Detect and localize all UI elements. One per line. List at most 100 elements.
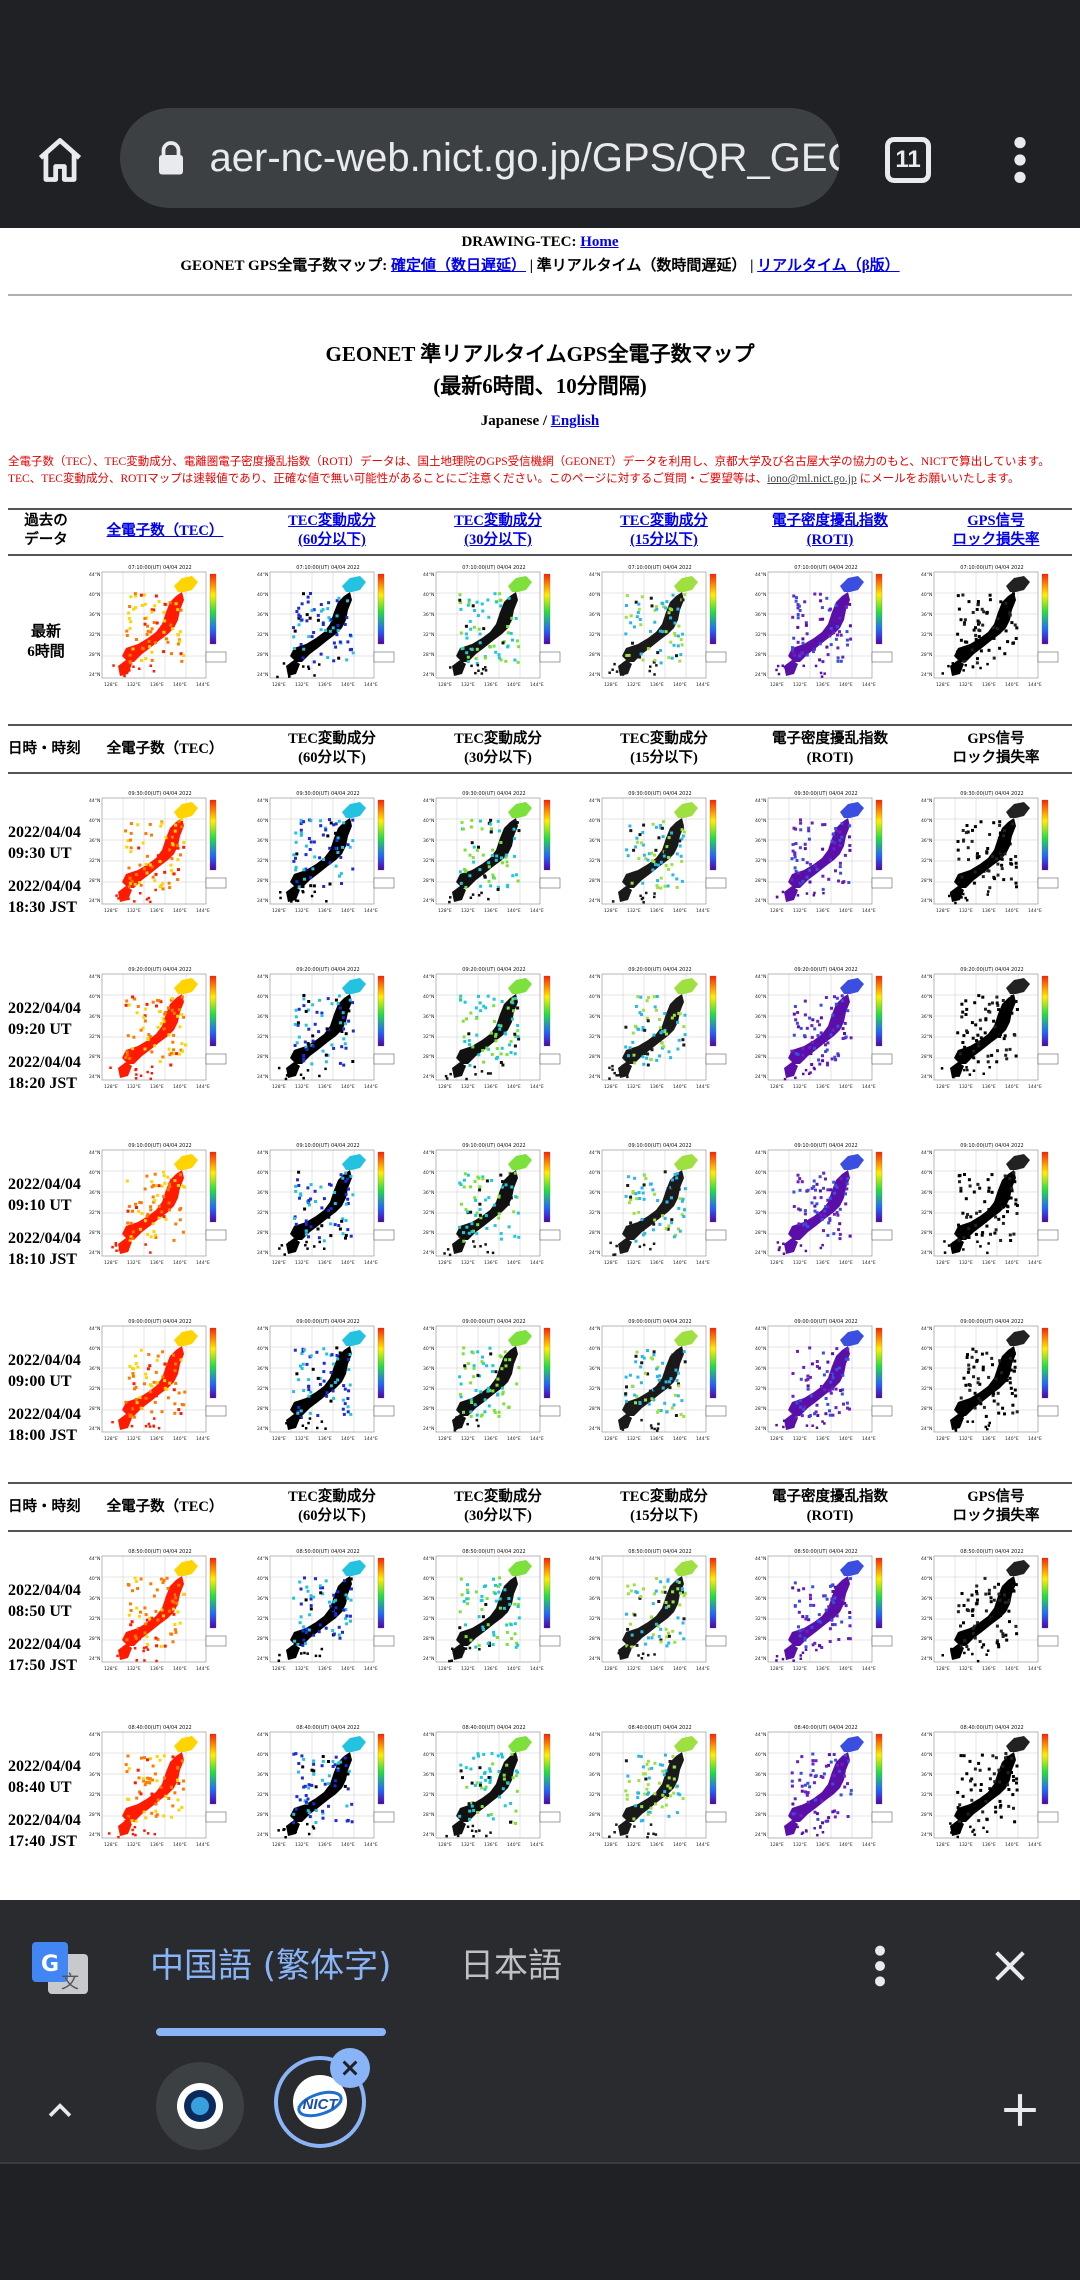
tec-map[interactable]: 08:50:00(UT) 04/04 2022 128°E 132°E 136°E 14…	[88, 1546, 232, 1678]
translate-bar: G 文 中国語 (繁体字) 日本語 NICT	[0, 1900, 1080, 2162]
roti-map[interactable]: 09:10:00(UT) 04/04 2022 128°E 132°E 136°E 14…	[754, 1140, 898, 1272]
realtime-link[interactable]: リアルタイム（β版）	[757, 258, 900, 274]
new-tab-button[interactable]	[990, 2080, 1050, 2140]
latest-header-col-0[interactable]: 全電子数（TEC）	[85, 522, 245, 541]
english-link[interactable]: English	[550, 413, 600, 429]
lol-map[interactable]: 07:10:00(UT) 04/04 2022 128°E 132°E 136°E 14…	[920, 562, 1064, 694]
lol-map[interactable]: 08:50:00(UT) 04/04 2022 128°E 132°E 136°E 14…	[920, 1546, 1064, 1678]
svg-text:132°E: 132°E	[461, 908, 475, 914]
dtec30-map[interactable]: 09:20:00(UT) 04/04 2022 128°E 132°E 136°E 14…	[422, 964, 566, 1096]
latest-header-col-4[interactable]: 電子密度擾乱指数 (ROTI)	[750, 512, 910, 550]
tab-switcher-button[interactable]: 11	[872, 124, 944, 196]
translate-menu-button[interactable]	[856, 1936, 904, 1996]
svg-text:44°N: 44°N	[257, 572, 268, 578]
target-language-tab[interactable]: 日本語	[460, 1946, 562, 1986]
svg-text:140°E: 140°E	[1005, 682, 1019, 688]
dtec30-map[interactable]: 09:00:00(UT) 04/04 2022 128°E 132°E 136°E 14…	[422, 1316, 566, 1448]
svg-text:40°N: 40°N	[589, 818, 600, 824]
dtec30-map[interactable]: 09:30:00(UT) 04/04 2022 128°E 132°E 136°E 14…	[422, 788, 566, 920]
dtec15-map[interactable]: 07:10:00(UT) 04/04 2022 128°E 132°E 136°E 14…	[588, 562, 732, 694]
dtec60-map[interactable]: 09:20:00(UT) 04/04 2022 128°E 132°E 136°E 14…	[256, 964, 400, 1096]
translate-close-button[interactable]	[980, 1936, 1040, 1996]
col-subtitle: (30分以下)	[464, 1508, 532, 1524]
roti-map[interactable]: 09:20:00(UT) 04/04 2022 128°E 132°E 136°E 14…	[754, 964, 898, 1096]
svg-text:32°N: 32°N	[423, 1210, 434, 1216]
svg-text:128°E: 128°E	[438, 908, 452, 914]
confirmed-link[interactable]: 確定値（数日遅延）	[390, 258, 526, 274]
tec-map[interactable]: 09:20:00(UT) 04/04 2022 128°E 132°E 136°E 14…	[88, 964, 232, 1096]
dtec30-map[interactable]: 09:10:00(UT) 04/04 2022 128°E 132°E 136°E 14…	[422, 1140, 566, 1272]
latest-header-col-2[interactable]: TEC変動成分 (30分以下)	[418, 512, 578, 550]
table-divider	[8, 508, 1072, 510]
dtec15-map[interactable]: 09:00:00(UT) 04/04 2022 128°E 132°E 136°E 14…	[588, 1316, 732, 1448]
svg-text:132°E: 132°E	[793, 1436, 807, 1442]
roti-map[interactable]: 09:30:00(UT) 04/04 2022 128°E 132°E 136°E 14…	[754, 788, 898, 920]
expand-tab-strip-button[interactable]	[30, 2080, 90, 2140]
dtec30-map[interactable]: 08:40:00(UT) 04/04 2022 128°E 132°E 136°E 14…	[422, 1722, 566, 1854]
dtec15-map-image: 09:10:00(UT) 04/04 2022 128°E 132°E 136°E 14…	[589, 1143, 727, 1266]
svg-text:140°E: 140°E	[839, 1436, 853, 1442]
lol-map[interactable]: 09:30:00(UT) 04/04 2022 128°E 132°E 136°E 14…	[920, 788, 1064, 920]
home-link[interactable]: Home	[580, 234, 619, 250]
tec-map[interactable]: 09:30:00(UT) 04/04 2022 128°E 132°E 136°E 14…	[88, 788, 232, 920]
dtec30-map[interactable]: 07:10:00(UT) 04/04 2022 128°E 132°E 136°E 14…	[422, 562, 566, 694]
dtec60-map[interactable]: 08:40:00(UT) 04/04 2022 128°E 132°E 136°E 14…	[256, 1722, 400, 1854]
svg-text:128°E: 128°E	[272, 1842, 286, 1848]
overflow-menu-button[interactable]	[984, 124, 1056, 196]
lol-map[interactable]: 09:10:00(UT) 04/04 2022 128°E 132°E 136°E 14…	[920, 1140, 1064, 1272]
url-bar[interactable]: aer-nc-web.nict.go.jp/GPS/QR_GEONET	[120, 108, 840, 208]
spacer	[8, 1798, 81, 1810]
dtec15-map[interactable]: 09:10:00(UT) 04/04 2022 128°E 132°E 136°E 14…	[588, 1140, 732, 1272]
lol-map[interactable]: 09:00:00(UT) 04/04 2022 128°E 132°E 136°E 14…	[920, 1316, 1064, 1448]
tec-map[interactable]: 07:10:00(UT) 04/04 2022 128°E 132°E 136°E 14…	[88, 562, 232, 694]
dtec60-map[interactable]: 09:10:00(UT) 04/04 2022 128°E 132°E 136°E 14…	[256, 1140, 400, 1272]
svg-text:128°E: 128°E	[770, 682, 784, 688]
dtec15-map-image: 08:40:00(UT) 04/04 2022 128°E 132°E 136°E 14…	[589, 1725, 727, 1848]
svg-text:40°N: 40°N	[423, 818, 434, 824]
roti-map[interactable]: 09:00:00(UT) 04/04 2022 128°E 132°E 136°E 14…	[754, 1316, 898, 1448]
tec-map[interactable]: 09:00:00(UT) 04/04 2022 128°E 132°E 136°E 14…	[88, 1316, 232, 1448]
tec-map[interactable]: 09:10:00(UT) 04/04 2022 128°E 132°E 136°E 14…	[88, 1140, 232, 1272]
svg-text:24°N: 24°N	[257, 1074, 268, 1080]
tec-map[interactable]: 08:40:00(UT) 04/04 2022 128°E 132°E 136°E 14…	[88, 1722, 232, 1854]
tab-group-item[interactable]	[156, 2062, 244, 2150]
dtec15-map[interactable]: 09:30:00(UT) 04/04 2022 128°E 132°E 136°E 14…	[588, 788, 732, 920]
dtec60-map[interactable]: 07:10:00(UT) 04/04 2022 128°E 132°E 136°E 14…	[256, 562, 400, 694]
dtec30-map[interactable]: 08:50:00(UT) 04/04 2022 128°E 132°E 136°E 14…	[422, 1546, 566, 1678]
svg-text:44°N: 44°N	[257, 1150, 268, 1156]
svg-text:144°E: 144°E	[530, 1260, 544, 1266]
svg-text:144°E: 144°E	[196, 1666, 210, 1672]
page-title: GEONET 準リアルタイムGPS全電子数マップ	[325, 342, 755, 366]
col-subtitle: (15分以下)	[630, 1508, 698, 1524]
svg-text:132°E: 132°E	[959, 1666, 973, 1672]
roti-map[interactable]: 08:40:00(UT) 04/04 2022 128°E 132°E 136°E 14…	[754, 1722, 898, 1854]
svg-text:09:20:00(UT) 04/04 2022: 09:20:00(UT) 04/04 2022	[960, 967, 1023, 973]
latest-header-col-1[interactable]: TEC変動成分 (60分以下)	[252, 512, 412, 550]
dtec15-map[interactable]: 09:20:00(UT) 04/04 2022 128°E 132°E 136°E 14…	[588, 964, 732, 1096]
dtec60-map[interactable]: 09:00:00(UT) 04/04 2022 128°E 132°E 136°E 14…	[256, 1316, 400, 1448]
svg-text:140°E: 140°E	[341, 1436, 355, 1442]
svg-text:132°E: 132°E	[461, 682, 475, 688]
source-language-tab[interactable]: 中国語 (繁体字)	[150, 1946, 392, 1986]
close-tab-button[interactable]	[330, 2048, 370, 2088]
dtec60-map[interactable]: 09:30:00(UT) 04/04 2022 128°E 132°E 136°E 14…	[256, 788, 400, 920]
home-button[interactable]	[24, 124, 96, 196]
roti-map[interactable]: 07:10:00(UT) 04/04 2022 128°E 132°E 136°E 14…	[754, 562, 898, 694]
dtec60-map[interactable]: 08:50:00(UT) 04/04 2022 128°E 132°E 136°E 14…	[256, 1546, 400, 1678]
svg-text:28°N: 28°N	[755, 1406, 766, 1412]
dtec15-map[interactable]: 08:50:00(UT) 04/04 2022 128°E 132°E 136°E 14…	[588, 1546, 732, 1678]
lol-map[interactable]: 08:40:00(UT) 04/04 2022 128°E 132°E 136°E 14…	[920, 1722, 1064, 1854]
lol-map[interactable]: 09:20:00(UT) 04/04 2022 128°E 132°E 136°E 14…	[920, 964, 1064, 1096]
email-link[interactable]: iono@ml.nict.go.jp	[767, 473, 857, 485]
roti-map[interactable]: 08:50:00(UT) 04/04 2022 128°E 132°E 136°E 14…	[754, 1546, 898, 1678]
svg-text:40°N: 40°N	[921, 1346, 932, 1352]
latest-header-col-5[interactable]: GPS信号 ロック損失率	[916, 512, 1076, 550]
svg-text:44°N: 44°N	[423, 572, 434, 578]
dtec15-map[interactable]: 08:40:00(UT) 04/04 2022 128°E 132°E 136°E 14…	[588, 1722, 732, 1854]
svg-text:24°N: 24°N	[89, 898, 100, 904]
svg-text:24°N: 24°N	[755, 1426, 766, 1432]
svg-text:36°N: 36°N	[89, 838, 100, 844]
latest-header-col-3[interactable]: TEC変動成分 (15分以下)	[584, 512, 744, 550]
svg-text:144°E: 144°E	[696, 1842, 710, 1848]
svg-text:44°N: 44°N	[755, 1556, 766, 1562]
